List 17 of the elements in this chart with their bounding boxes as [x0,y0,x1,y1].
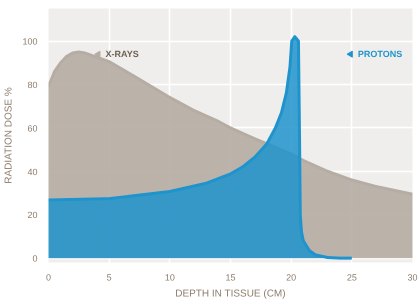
y-tick-label: 20 [27,210,38,220]
x-tick-label: 15 [225,272,236,282]
legend-label: X-RAYS [106,49,139,60]
x-tick-label: 5 [106,272,112,282]
x-tick-label: 20 [286,272,296,282]
x-axis-title: DEPTH IN TISSUE (CM) [175,288,286,300]
x-tick-label: 0 [46,272,52,282]
legend-label: PROTONS [358,49,402,60]
x-tick-label: 25 [346,272,357,282]
y-tick-label: 0 [32,254,38,264]
y-axis-title: RADIATION DOSE % [3,87,14,184]
y-tick-label: 100 [22,36,38,47]
y-tick-label: 60 [27,123,38,134]
x-tick-label: 30 [407,272,418,282]
y-tick-label: 80 [27,80,38,90]
y-tick-label: 40 [27,166,38,177]
x-tick-label: 10 [164,272,175,282]
